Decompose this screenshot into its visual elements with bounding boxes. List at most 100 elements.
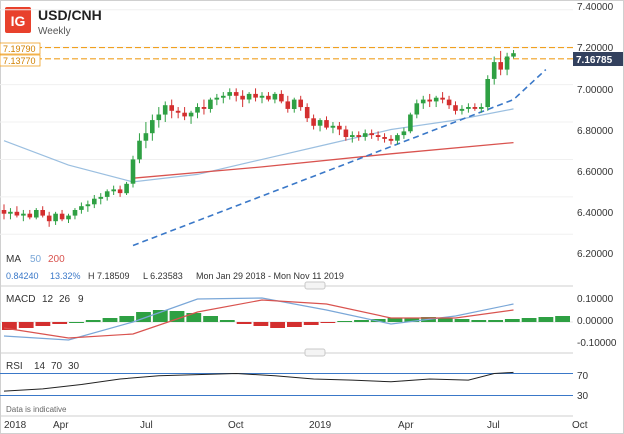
macd-label: MACD [6,294,35,305]
candle-body [453,105,458,111]
candle-body [479,107,484,109]
candle-body [511,53,516,57]
interval-label: Weekly [38,26,71,37]
ma-label: MA [6,254,21,265]
ma-value-2: 13.32% [50,271,81,281]
candle-body [498,62,503,70]
candle-body [446,99,452,106]
macd-histogram-bar [186,313,202,322]
rsi-tick: 30 [577,391,589,402]
rsi-line [3,371,514,392]
candle-body [433,97,439,102]
macd-histogram-bar [287,322,302,327]
candle-body [53,213,58,222]
candle-body [175,110,181,113]
pane-separators [0,281,573,357]
candle-body [92,198,97,205]
macd-tick: -0.10000 [577,338,617,349]
candle-body [66,215,71,220]
macd-histogram-bar [219,320,235,322]
candle-body [401,131,407,136]
candle-body [227,92,232,96]
candle-body [343,129,349,137]
rsi-axis: 70 30 [577,371,589,402]
rsi-param-2: 70 [51,361,63,372]
macd-histogram-bar [270,322,285,328]
candle-body [85,204,91,207]
candle-body [324,120,329,128]
macd-histogram-bar [538,317,554,322]
macd-histogram-bar [2,322,17,330]
ma50-line [3,108,514,183]
macd-histogram-bar [119,316,135,322]
candle-body [375,135,381,137]
candle-body [111,189,116,192]
macd-histogram-bar [370,319,386,322]
time-axis: 2018 Apr Jul Oct 2019 Apr Jul Oct [4,420,588,431]
level-label-box-lower [0,54,41,67]
macd-histogram-bar [303,322,319,325]
candle-body [350,135,355,137]
rsi-param-1: 14 [34,361,46,372]
rsi-tick: 70 [577,371,589,382]
macd-histogram-bar [488,320,503,322]
price-tick: 6.40000 [577,208,614,219]
candle-body [46,215,52,222]
level-label-lower: 7.13770 [3,56,36,66]
header: IG USD/CNH Weekly [5,7,102,37]
macd-histogram-bar [102,318,118,322]
time-tick: Jul [487,420,500,431]
candle-body [214,97,220,100]
candle-body [59,213,65,220]
candle-body [233,92,239,96]
candle-body [124,183,129,194]
candle-body [21,213,26,216]
macd-histogram-bar [236,322,252,324]
level-labels: 7.19790 7.13770 [0,42,41,67]
candle-body [72,210,78,216]
footnote: Data is indicative [6,405,67,414]
candle-body [188,112,194,117]
range-high: H 7.18509 [88,271,130,281]
candle-body [156,114,162,121]
candle-body [182,112,187,117]
candle-body [472,107,478,109]
level-label-upper: 7.19790 [3,44,36,54]
price-tick: 7.40000 [577,2,614,13]
candle-body [272,93,278,100]
rsi-param-3: 30 [68,361,80,372]
resize-handle[interactable] [304,281,326,290]
macd-histogram-bar [504,319,520,322]
candle-body [459,108,465,111]
rsi-legend: RSI 14 70 30 [6,361,80,372]
candle-body [491,62,497,79]
macd-histogram-bar [437,318,453,322]
candle-body [311,118,316,126]
price-tick: 6.20000 [577,249,614,260]
candle-body [330,125,336,128]
candle-body [8,211,13,214]
macd-histogram-bar [521,318,537,322]
macd-histogram-bar [69,322,84,323]
macd-panel [0,297,573,341]
macd-histogram-bar [320,322,336,323]
candle-body [169,105,174,111]
candle-body [420,99,426,104]
current-price-badge [573,52,623,66]
candle-body [221,95,226,98]
candle-body [34,210,39,218]
candle-body [279,93,284,102]
time-tick: Oct [228,420,244,431]
symbol-title: USD/CNH [38,7,102,23]
candle-body [414,103,420,115]
candle-body [485,79,490,108]
candle-body [466,107,471,109]
level-label-box-upper [0,42,41,55]
resize-handle[interactable] [304,348,326,357]
candle-body [382,137,387,139]
ma-period-200: 200 [48,254,65,265]
macd-histogram-bar [169,311,185,322]
candle-body [201,107,207,109]
candle-body [195,107,200,113]
